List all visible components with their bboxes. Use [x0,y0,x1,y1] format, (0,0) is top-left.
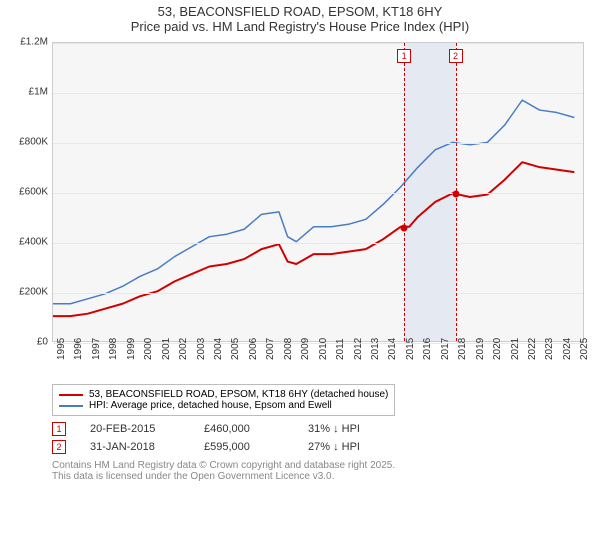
legend-swatch-hpi [59,405,83,407]
y-axis-label: £400K [8,237,48,248]
legend-label-hpi: HPI: Average price, detached house, Epso… [89,400,332,411]
plot-area: 12 [52,42,584,342]
y-axis-label: £1M [8,87,48,98]
gridline [53,243,583,244]
marker-date-2: 31-JAN-2018 [90,441,180,453]
y-axis-label: £800K [8,137,48,148]
title-address: 53, BEACONSFIELD ROAD, EPSOM, KT18 6HY [8,4,592,19]
gridline [53,293,583,294]
marker-vline [404,43,405,341]
marker-date-1: 20-FEB-2015 [90,423,180,435]
chart-title: 53, BEACONSFIELD ROAD, EPSOM, KT18 6HY P… [8,4,592,34]
y-axis-label: £600K [8,187,48,198]
marker-flag: 1 [397,49,411,63]
credits: Contains HM Land Registry data © Crown c… [52,460,592,482]
marker-row-2: 2 31-JAN-2018 £595,000 27% ↓ HPI [52,440,592,454]
markers-table: 1 20-FEB-2015 £460,000 31% ↓ HPI 2 31-JA… [52,422,592,454]
chart-container: 53, BEACONSFIELD ROAD, EPSOM, KT18 6HY P… [0,0,600,486]
y-axis-label: £1.2M [8,37,48,48]
y-axis-label: £0 [8,337,48,348]
marker-badge-1: 1 [52,422,66,436]
legend-row-hpi: HPI: Average price, detached house, Epso… [59,400,388,411]
x-axis-label: 2025 [579,338,600,360]
marker-dot [401,225,408,232]
marker-dot [452,191,459,198]
credits-line2: This data is licensed under the Open Gov… [52,471,592,482]
gridline [53,193,583,194]
gridline [53,143,583,144]
gridline [53,43,583,44]
series-hpi [53,100,574,304]
legend-label-price: 53, BEACONSFIELD ROAD, EPSOM, KT18 6HY (… [89,389,388,400]
marker-badge-2: 2 [52,440,66,454]
title-subtitle: Price paid vs. HM Land Registry's House … [8,19,592,34]
marker-price-1: £460,000 [204,423,284,435]
y-axis-label: £200K [8,287,48,298]
credits-line1: Contains HM Land Registry data © Crown c… [52,460,592,471]
chart-lines [53,43,583,341]
marker-delta-2: 27% ↓ HPI [308,441,398,453]
legend-row-price: 53, BEACONSFIELD ROAD, EPSOM, KT18 6HY (… [59,389,388,400]
chart-area: 12 £0£200K£400K£600K£800K£1M£1.2M1995199… [8,38,592,378]
gridline [53,93,583,94]
marker-price-2: £595,000 [204,441,284,453]
legend: 53, BEACONSFIELD ROAD, EPSOM, KT18 6HY (… [52,384,395,416]
marker-flag: 2 [449,49,463,63]
legend-swatch-price [59,394,83,396]
marker-row-1: 1 20-FEB-2015 £460,000 31% ↓ HPI [52,422,592,436]
marker-delta-1: 31% ↓ HPI [308,423,398,435]
